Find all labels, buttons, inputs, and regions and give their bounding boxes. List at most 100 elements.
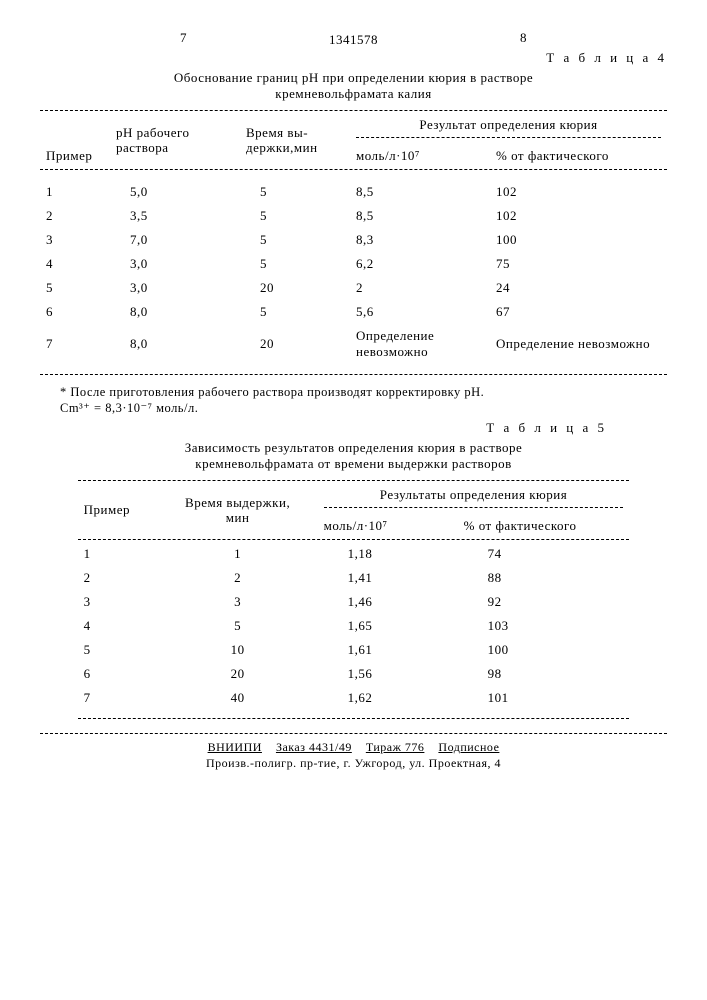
t5-h-c3: моль/л·10⁷: [324, 518, 388, 533]
table-cell: 3: [158, 590, 318, 614]
table-row: 451,65103: [78, 614, 630, 638]
divider: [78, 539, 630, 540]
t5-h-c4: % от фактического: [464, 518, 577, 533]
table-cell: 10: [158, 638, 318, 662]
table5: Пример Время выдержки, мин Результаты оп…: [78, 483, 630, 537]
table-cell: 5: [158, 614, 318, 638]
table-cell: 102: [490, 180, 667, 204]
table-cell: 75: [490, 252, 667, 276]
table-row: 43,056,275: [40, 252, 667, 276]
divider: [356, 137, 661, 138]
t4-h-c2l1: pH рабочего: [116, 125, 190, 140]
divider: [40, 169, 667, 170]
t4-footnote-2: Cm³⁺ = 8,3·10⁻⁷ моль/л.: [60, 401, 198, 415]
table-row: 15,058,5102: [40, 180, 667, 204]
table5-caption-2: кремневольфрамата от времени выдержки ра…: [195, 456, 511, 471]
divider: [324, 507, 624, 508]
table-row: 221,4188: [78, 566, 630, 590]
table-cell: 2: [78, 566, 158, 590]
table-row: 37,058,3100: [40, 228, 667, 252]
table-cell: 1,65: [318, 614, 458, 638]
table-cell: 5: [240, 252, 350, 276]
table-row: 331,4692: [78, 590, 630, 614]
table4: Пример pH рабочего раствора Время вы- де…: [40, 113, 667, 167]
t4-h-c1: Пример: [46, 148, 92, 163]
table-cell: 6: [78, 662, 158, 686]
footer-order: Заказ 4431/49: [276, 740, 352, 754]
doc-number: 1341578: [40, 32, 667, 48]
table-cell: 4: [40, 252, 110, 276]
t5-h-c2l1: Время выдержки,: [185, 495, 290, 510]
table-cell: 3: [78, 590, 158, 614]
table-cell: 1: [158, 542, 318, 566]
table-cell: 3: [40, 228, 110, 252]
table-cell: 1,61: [318, 638, 458, 662]
table-cell: 5: [40, 276, 110, 300]
t4-h-c3l2: держки,мин: [246, 140, 318, 155]
table-row: 53,020224: [40, 276, 667, 300]
table-cell: 100: [490, 228, 667, 252]
table-cell: 20: [240, 276, 350, 300]
table-cell: 1,41: [318, 566, 458, 590]
table-cell: 1,62: [318, 686, 458, 710]
divider: [40, 110, 667, 111]
t4-h-c4: моль/л·10⁷: [356, 148, 420, 163]
table5-body: 111,1874221,4188331,4692451,651035101,61…: [78, 542, 630, 710]
table-cell: 1: [40, 180, 110, 204]
table-cell: 6: [40, 300, 110, 324]
table5-caption-1: Зависимость результатов определения кюри…: [185, 440, 523, 455]
divider: [40, 733, 667, 734]
t4-h-c45: Результат определения кюрия: [419, 117, 597, 132]
t4-h-c2l2: раствора: [116, 140, 169, 155]
table-cell: 2: [350, 276, 490, 300]
divider: [78, 718, 630, 719]
table-cell: 7: [78, 686, 158, 710]
table-cell: 2: [158, 566, 318, 590]
table-cell: 5: [78, 638, 158, 662]
table-cell: 5,0: [110, 180, 240, 204]
table4-caption-1: Обоснование границ pH при определении кю…: [174, 70, 533, 85]
table-cell: 5,6: [350, 300, 490, 324]
page-num-left: 7: [180, 30, 187, 46]
table-cell: 20: [158, 662, 318, 686]
table-cell: 5: [240, 180, 350, 204]
table-cell: 74: [458, 542, 630, 566]
footer-vniip: ВНИИПИ: [208, 740, 262, 754]
t5-h-c2l2: мин: [226, 510, 250, 525]
table-row: 111,1874: [78, 542, 630, 566]
table-cell: 24: [490, 276, 667, 300]
table-cell: 7: [40, 324, 110, 364]
footer-tirazh: Тираж 776: [366, 740, 425, 754]
table-cell: 67: [490, 300, 667, 324]
table-cell: 8,0: [110, 324, 240, 364]
t5-h-c34: Результаты определения кюрия: [380, 487, 567, 502]
table-cell: 88: [458, 566, 630, 590]
table-cell: 103: [458, 614, 630, 638]
table-cell: 7,0: [110, 228, 240, 252]
table-cell: 5: [240, 228, 350, 252]
table-cell: 5: [240, 204, 350, 228]
table-cell: 92: [458, 590, 630, 614]
divider: [40, 374, 667, 375]
table-cell: 40: [158, 686, 318, 710]
table4-body: 15,058,510223,558,510237,058,310043,056,…: [40, 180, 667, 364]
t4-h-c3l1: Время вы-: [246, 125, 308, 140]
table-cell: 1,56: [318, 662, 458, 686]
table-cell: 8,0: [110, 300, 240, 324]
table-cell: 6,2: [350, 252, 490, 276]
table-cell: 3,0: [110, 252, 240, 276]
table-cell: 3,5: [110, 204, 240, 228]
table-cell: Определение невозможно: [350, 324, 490, 364]
t5-h-c1: Пример: [84, 502, 130, 517]
table-cell: 102: [490, 204, 667, 228]
footer-address: Произв.-полигр. пр-тие, г. Ужгород, ул. …: [206, 756, 501, 770]
table-cell: 101: [458, 686, 630, 710]
table-cell: 8,5: [350, 204, 490, 228]
t4-h-c5: % от фактического: [496, 148, 609, 163]
table-row: 78,020Определение невозможноОпределение …: [40, 324, 667, 364]
table-cell: 3,0: [110, 276, 240, 300]
table-cell: Определение невозможно: [490, 324, 667, 364]
divider: [78, 480, 630, 481]
page-num-right: 8: [520, 30, 527, 46]
table-cell: 100: [458, 638, 630, 662]
